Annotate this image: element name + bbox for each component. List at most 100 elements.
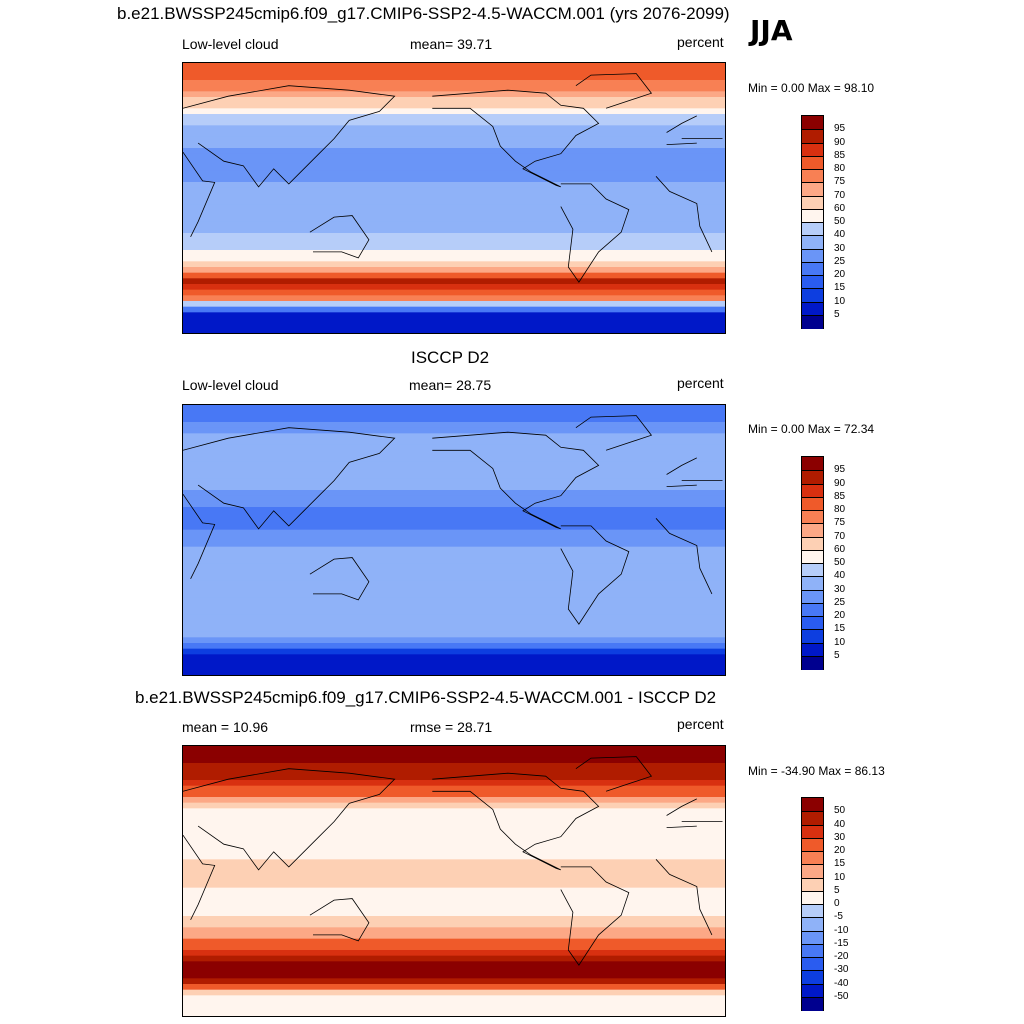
contour-band	[183, 950, 725, 957]
colorbar-tick-label: 50	[834, 557, 846, 568]
coastline	[575, 756, 653, 792]
colorbar-swatch	[802, 824, 823, 839]
contour-band	[183, 131, 725, 138]
panel1-minmax: Min = 0.00 Max = 98.10	[748, 81, 875, 95]
panel2-mean-label: mean= 28.75	[409, 377, 492, 393]
contour-band	[183, 671, 725, 675]
contour-band	[183, 204, 725, 211]
contour-band	[183, 910, 725, 917]
colorbar-swatch	[802, 155, 823, 170]
contour-band	[183, 757, 725, 764]
contour-band	[183, 643, 725, 650]
contour-band	[183, 233, 725, 240]
colorbar-tick-label: 70	[834, 530, 846, 542]
colorbar-swatch	[802, 470, 823, 484]
colorbar-swatch	[802, 182, 823, 196]
contour-band	[183, 108, 725, 115]
contour-band	[183, 791, 725, 798]
colorbar-swatch	[802, 457, 823, 471]
contour-band	[183, 416, 725, 423]
panel3-contour-plot	[183, 746, 725, 1016]
contour-band	[183, 473, 725, 480]
coastline	[655, 859, 713, 936]
contour-band	[183, 427, 725, 434]
colorbar-swatch	[802, 943, 823, 958]
contour-band	[183, 597, 725, 604]
contour-band	[183, 558, 725, 565]
colorbar-swatch	[802, 616, 823, 630]
contour-band	[183, 495, 725, 502]
colorbar-swatch	[802, 890, 823, 905]
contour-band	[183, 484, 725, 491]
coastline	[183, 834, 216, 920]
colorbar-swatch	[802, 510, 823, 524]
contour-band	[183, 535, 725, 542]
contour-band	[183, 660, 725, 667]
colorbar-tick-label: 5	[834, 649, 840, 661]
contour-band	[183, 507, 725, 514]
coastline	[575, 73, 653, 109]
colorbar-tick-label: -15	[834, 937, 849, 949]
colorbar-swatch	[802, 129, 823, 143]
contour-band	[183, 654, 725, 661]
colorbar-swatch	[802, 496, 823, 511]
contour-band	[183, 244, 725, 251]
colorbar-swatch	[802, 275, 823, 289]
contour-band	[183, 512, 725, 519]
colorbar-swatch	[802, 116, 823, 130]
contour-band	[183, 193, 725, 200]
colorbar-tick-label: 75	[834, 517, 846, 529]
colorbar-tick-label: 0	[834, 898, 840, 909]
contour-band	[183, 289, 725, 296]
colorbar-swatch	[802, 970, 823, 984]
contour-band	[183, 916, 725, 923]
colorbar-tick-label: 30	[834, 831, 846, 843]
colorbar-tick-label: 50	[834, 805, 846, 817]
contour-band	[183, 876, 725, 883]
contour-band	[183, 842, 725, 849]
colorbar-swatch	[802, 957, 823, 971]
colorbar-tick-label: 10	[834, 636, 846, 648]
colorbar-tick-label: 90	[834, 136, 846, 148]
coastline	[309, 898, 370, 942]
contour-band	[183, 870, 725, 877]
colorbar-tick-label: 80	[834, 163, 846, 174]
contour-band	[183, 751, 725, 758]
colorbar-swatch	[802, 523, 823, 537]
contour-band	[183, 456, 725, 463]
panel2-title: ISCCP D2	[411, 348, 490, 367]
contour-band	[183, 780, 725, 787]
colorbar-tick-label: 10	[834, 295, 846, 307]
colorbar-tick-label: 20	[834, 610, 846, 621]
colorbar-tick-label: 40	[834, 818, 846, 830]
contour-band	[183, 972, 725, 979]
colorbar-tick-label: 20	[834, 269, 846, 280]
colorbar-tick-label: 20	[834, 845, 846, 856]
panel2-colorbar	[801, 456, 824, 670]
contour-band	[183, 170, 725, 177]
colorbar-tick-label: 5	[834, 308, 840, 320]
colorbar-swatch	[802, 536, 823, 551]
contour-band	[183, 318, 725, 325]
contour-band	[183, 238, 725, 245]
contour-band	[183, 250, 725, 257]
contour-band	[183, 541, 725, 548]
panel1-colorbar	[801, 115, 824, 329]
colorbar-swatch	[802, 996, 823, 1011]
contour-band	[183, 227, 725, 234]
contour-band	[183, 967, 725, 974]
contour-band	[183, 586, 725, 593]
contour-band	[183, 848, 725, 855]
colorbar-swatch	[802, 483, 823, 498]
contour-band	[183, 927, 725, 934]
colorbar-tick-label: 60	[834, 202, 846, 214]
coastline	[575, 415, 653, 451]
contour-band	[183, 216, 725, 223]
contour-band	[183, 63, 725, 70]
panel3-colorbar	[801, 797, 824, 1011]
colorbar-tick-label: 15	[834, 282, 846, 294]
colorbar-swatch	[802, 851, 823, 865]
colorbar-tick-label: 10	[834, 871, 846, 883]
panel2-minmax: Min = 0.00 Max = 72.34	[748, 422, 875, 436]
contour-band	[183, 995, 725, 1002]
